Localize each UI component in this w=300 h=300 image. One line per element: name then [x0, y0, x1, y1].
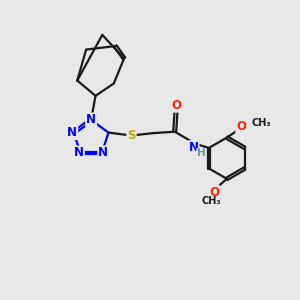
Text: CH₃: CH₃: [251, 118, 271, 128]
Text: CH₃: CH₃: [202, 196, 221, 206]
Text: N: N: [74, 146, 84, 160]
Text: N: N: [86, 113, 96, 127]
Text: S: S: [127, 129, 136, 142]
Text: N: N: [98, 146, 108, 160]
Text: H: H: [197, 148, 206, 158]
Text: N: N: [67, 126, 77, 139]
Text: O: O: [236, 120, 246, 133]
Text: O: O: [209, 186, 219, 199]
Text: N: N: [189, 141, 199, 154]
Text: O: O: [171, 99, 181, 112]
